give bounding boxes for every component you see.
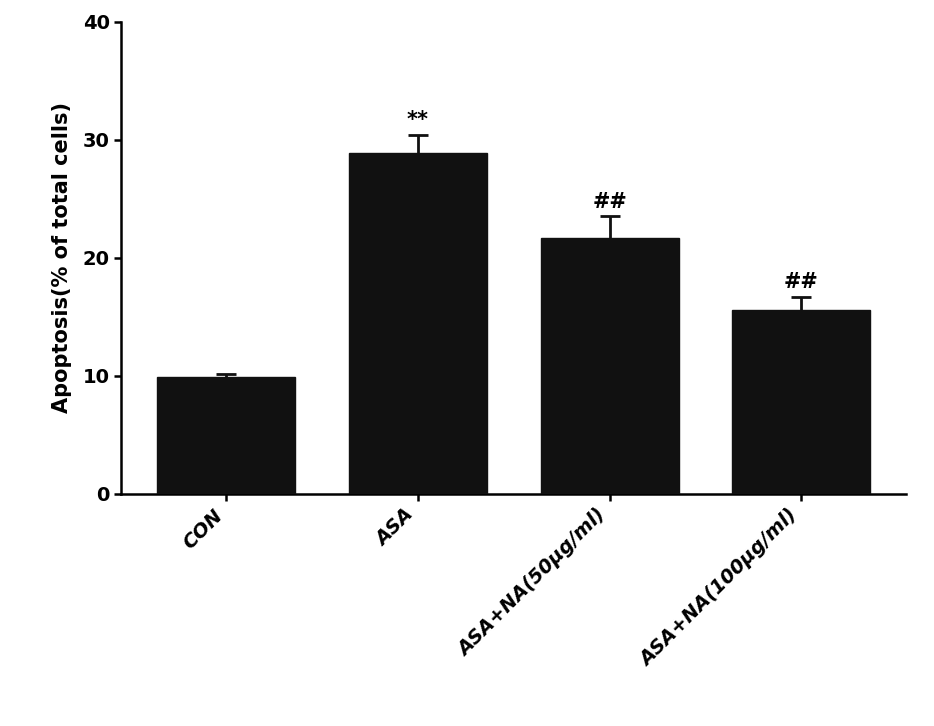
Bar [157, 378, 295, 494]
Bar [732, 309, 870, 494]
Bar [541, 237, 679, 494]
Y-axis label: Apoptosis(% of total cells): Apoptosis(% of total cells) [51, 102, 72, 413]
Text: ##: ## [784, 272, 819, 292]
Bar [348, 152, 487, 494]
Text: **: ** [407, 110, 429, 131]
Text: ##: ## [592, 192, 627, 212]
